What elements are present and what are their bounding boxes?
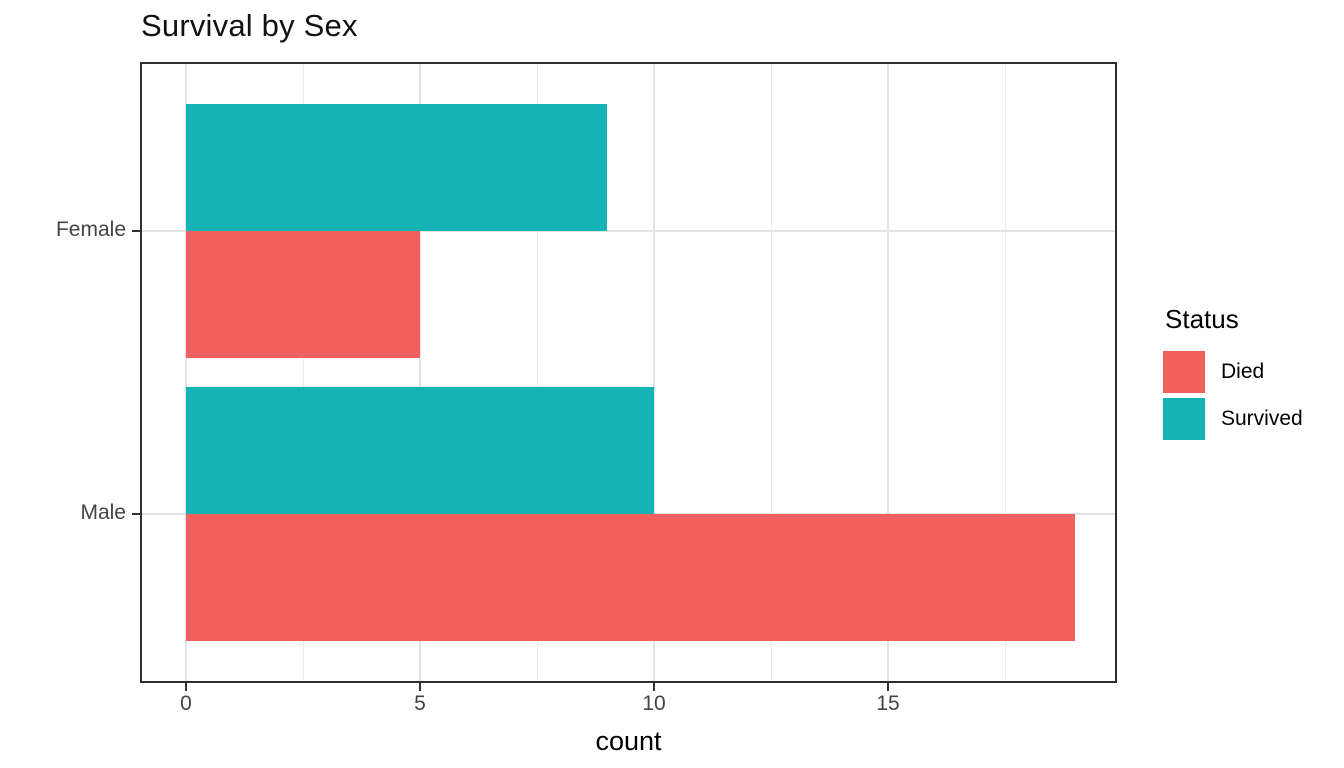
bar-female-died [186, 231, 420, 358]
legend-swatch-died [1163, 351, 1205, 393]
major-gridline [653, 64, 655, 681]
x-tick-label: 15 [876, 692, 900, 715]
legend-label: Survived [1221, 407, 1303, 430]
category-gridline [142, 230, 1115, 232]
x-tick-mark [887, 683, 889, 691]
chart-title: Survival by Sex [141, 8, 358, 43]
legend: Status Died Survived [1163, 304, 1341, 445]
bar-female-survived [186, 104, 607, 231]
minor-gridline [1005, 64, 1006, 681]
plot-area [142, 64, 1115, 681]
y-tick-mark [132, 513, 140, 515]
major-gridline [887, 64, 889, 681]
legend-title: Status [1165, 304, 1239, 334]
major-gridline [419, 64, 421, 681]
bar-male-survived [186, 387, 654, 514]
minor-gridline [771, 64, 772, 681]
legend-item-died: Died [1163, 351, 1341, 393]
x-tick-mark [185, 683, 187, 691]
x-tick-label: 10 [642, 692, 666, 715]
x-axis-title: count [595, 726, 662, 756]
x-tick-mark [653, 683, 655, 691]
y-tick-mark [132, 230, 140, 232]
x-tick-label: 5 [414, 692, 426, 715]
x-tick-label: 0 [180, 692, 192, 715]
legend-label: Died [1221, 360, 1265, 383]
minor-gridline [537, 64, 538, 681]
bar-male-died [186, 514, 1075, 641]
minor-gridline [303, 64, 304, 681]
y-tick-label: Male [80, 501, 126, 524]
legend-items: Died Survived [1163, 351, 1341, 440]
major-gridline [185, 64, 187, 681]
legend-item-survived: Survived [1163, 398, 1341, 440]
y-tick-label: Female [55, 218, 126, 241]
plot-panel [140, 62, 1117, 683]
legend-swatch-survived [1163, 398, 1205, 440]
x-tick-mark [419, 683, 421, 691]
